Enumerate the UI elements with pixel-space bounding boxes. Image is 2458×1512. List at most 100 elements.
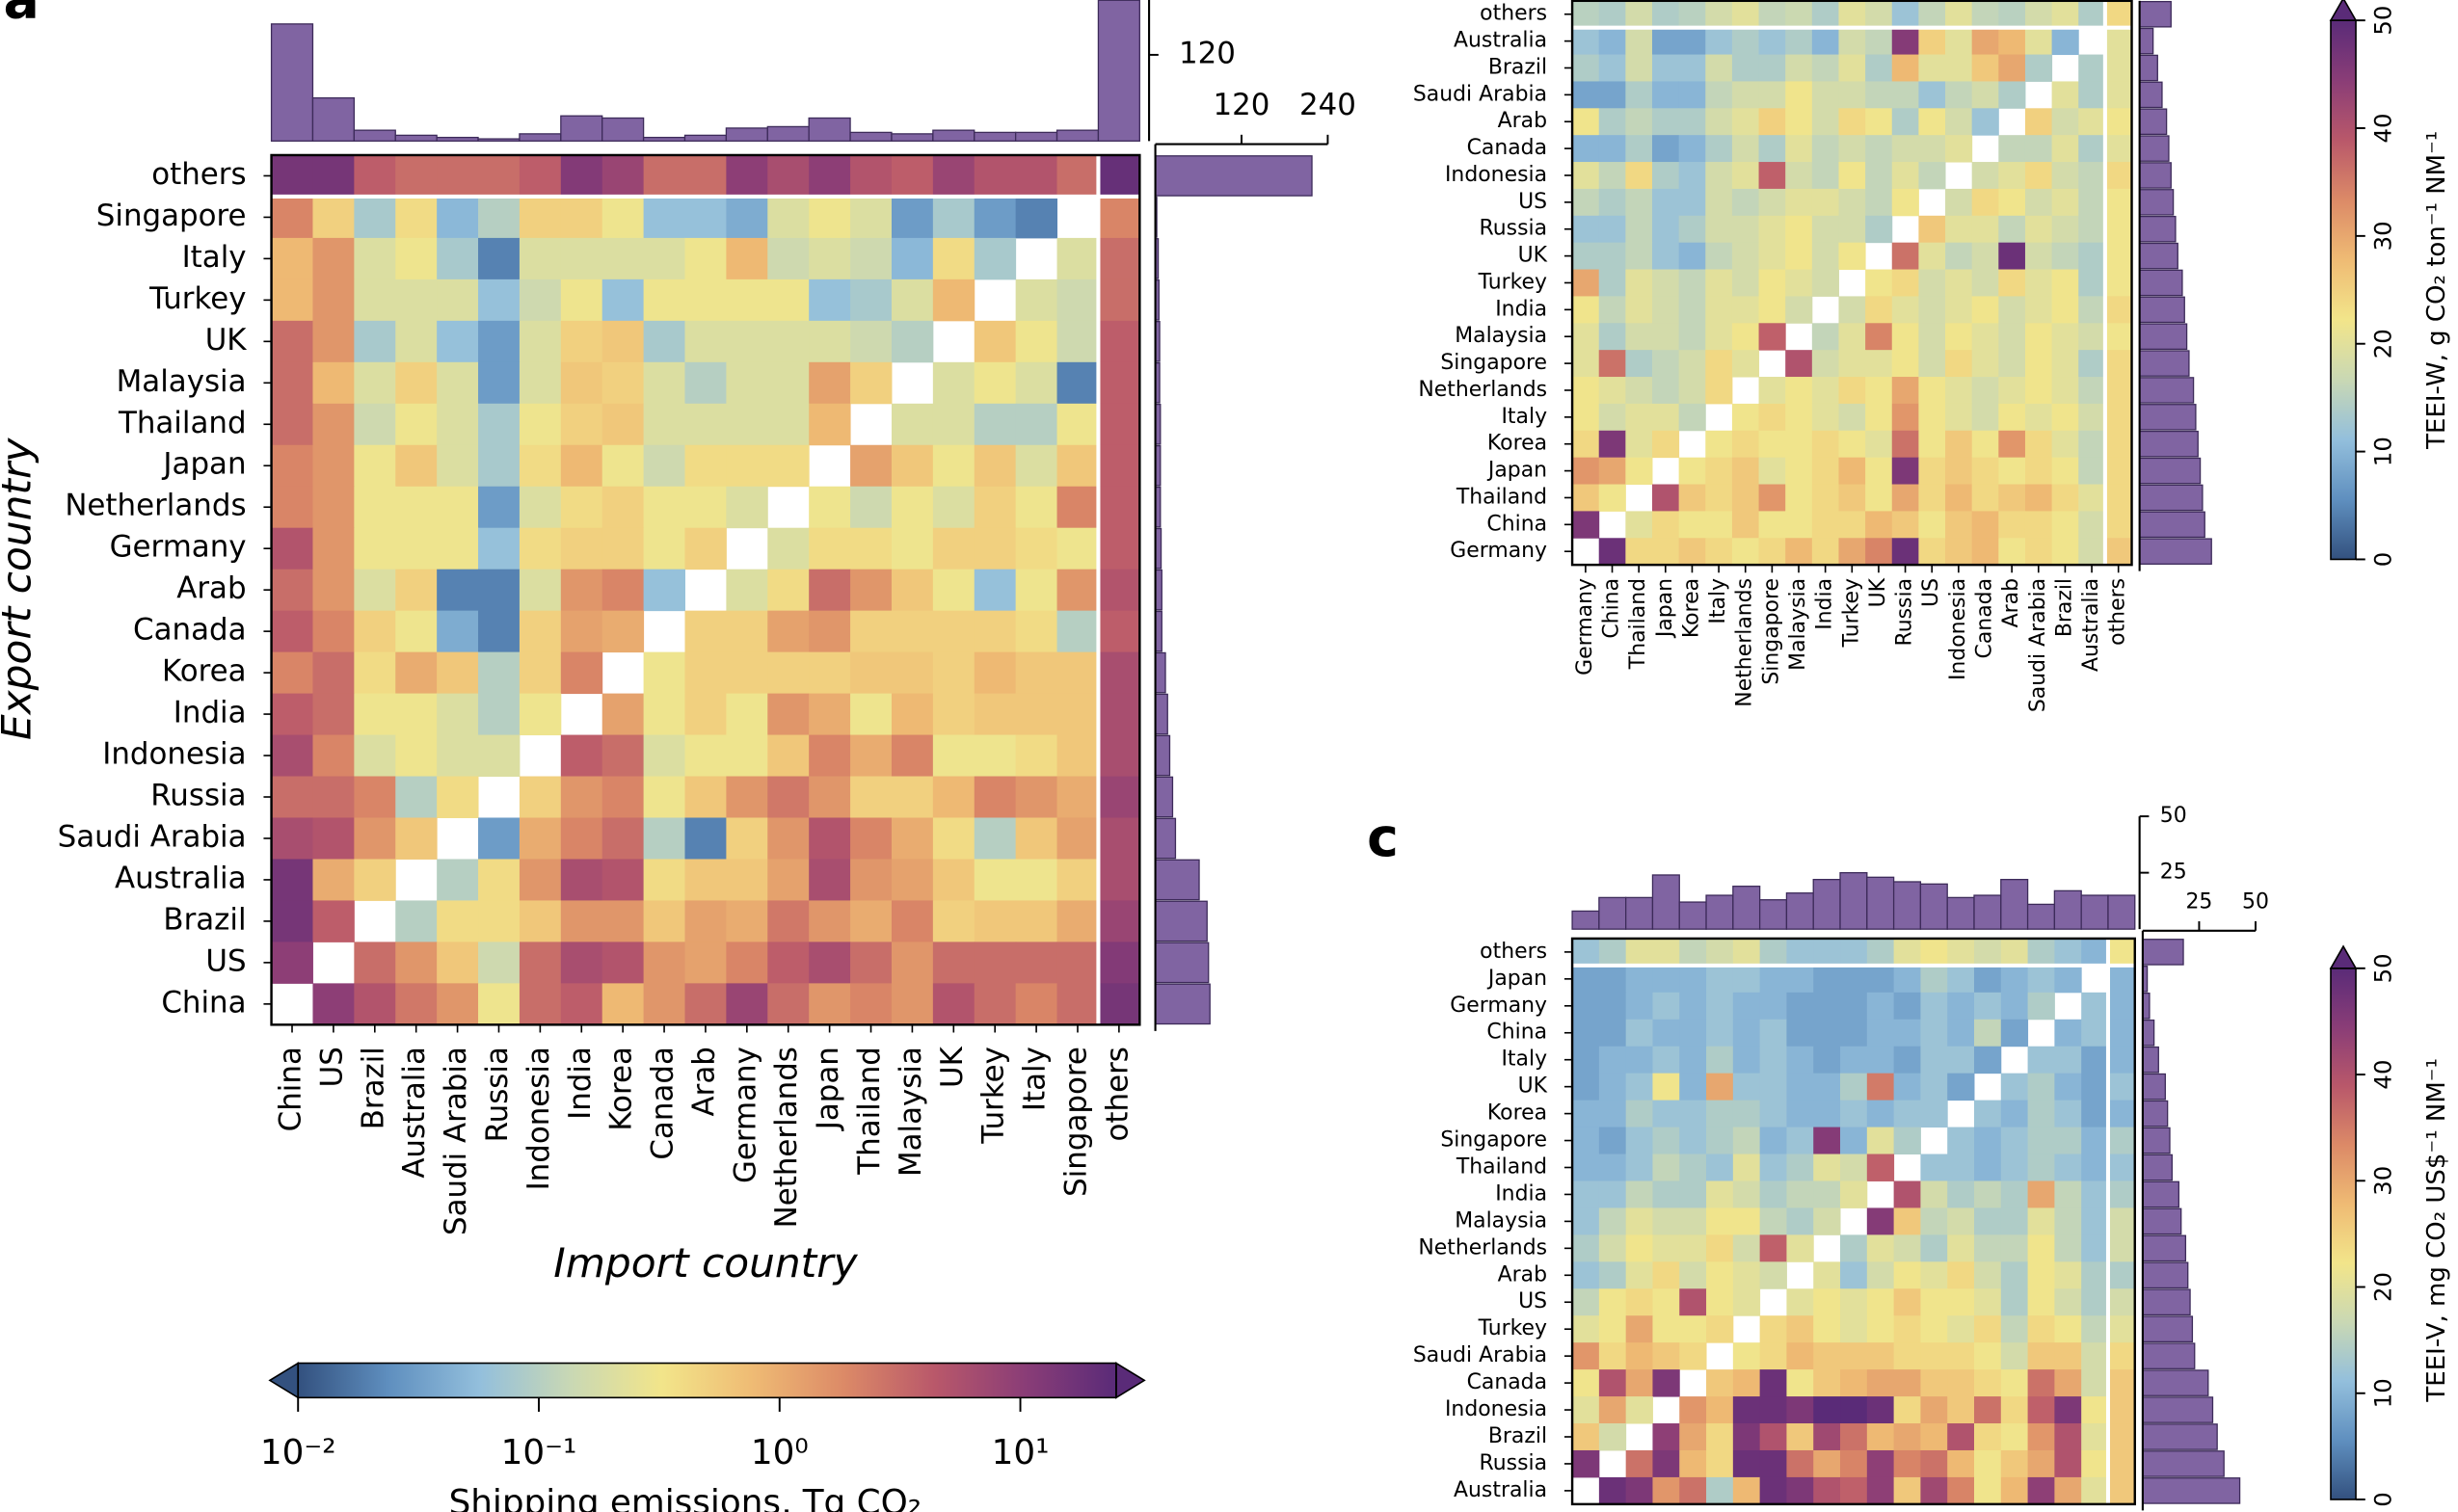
- heatmap-cell: [1840, 1261, 1868, 1289]
- heatmap-cell: [1945, 511, 1973, 539]
- heatmap-cell: [1786, 1423, 1814, 1451]
- heatmap-cell: [312, 279, 355, 322]
- heatmap-cell: [1813, 1073, 1841, 1101]
- heatmap-cell: [1786, 992, 1814, 1021]
- heatmap-cell: [1056, 693, 1099, 736]
- heatmap-cell: [437, 154, 479, 198]
- row-label: Saudi Arabia: [1413, 82, 1547, 106]
- heatmap-cell: [684, 527, 727, 570]
- row-total-bar: [2139, 108, 2168, 136]
- heatmap-cell: [1056, 154, 1099, 198]
- heatmap-cell: [1758, 430, 1786, 459]
- heatmap-cell: [1920, 1396, 1948, 1424]
- heatmap-cell: [1758, 296, 1786, 324]
- row-label: Malaysia: [1455, 1208, 1547, 1233]
- heatmap-cell: [395, 361, 438, 405]
- column-total-bar: [2107, 894, 2136, 930]
- heatmap-cell: [2027, 1476, 2055, 1505]
- column-label: Japan: [811, 1047, 845, 1131]
- heatmap-cell: [271, 237, 313, 280]
- heatmap-cell: [1840, 1100, 1868, 1128]
- heatmap-cell: [767, 900, 810, 942]
- heatmap-cell: [1572, 242, 1600, 271]
- heatmap-cell: [850, 154, 893, 198]
- heatmap-cell: [850, 693, 893, 736]
- heatmap-cell: [2081, 938, 2109, 967]
- heatmap-cell: [1679, 1180, 1707, 1208]
- heatmap-cell: [1652, 1369, 1680, 1397]
- heatmap-cell: [2051, 135, 2079, 163]
- heatmap-cell: [354, 734, 396, 778]
- row-total-bar: [2142, 1046, 2159, 1074]
- heatmap-cell: [1918, 430, 1946, 459]
- heatmap-cell: [1865, 162, 1893, 190]
- row-label: US: [1518, 190, 1547, 214]
- column-label: Saudi Arabia: [439, 1047, 473, 1235]
- heatmap-cell: [1679, 1476, 1707, 1505]
- heatmap-cell: [601, 900, 645, 942]
- heatmap-cell: [1098, 527, 1140, 570]
- heatmap-cell: [1865, 430, 1893, 459]
- heatmap-cell: [2107, 1046, 2136, 1074]
- heatmap-cell: [1598, 269, 1626, 297]
- colorbar-extend: [2329, 0, 2358, 21]
- heatmap-cell: [1678, 457, 1706, 486]
- row-total-bar: [2142, 1180, 2180, 1208]
- row-label: Netherlands: [1418, 1235, 1547, 1260]
- heatmap-cell: [1651, 54, 1680, 82]
- column-label: Turkey: [1839, 578, 1863, 648]
- heatmap-cell: [1865, 538, 1893, 566]
- heatmap-cell: [395, 444, 438, 488]
- heatmap-cell: [1838, 242, 1866, 271]
- heatmap-cell: [1652, 1261, 1680, 1289]
- row-label: Arab: [176, 571, 246, 606]
- heatmap-cell: [519, 320, 562, 363]
- heatmap-cell: [1998, 377, 2026, 405]
- heatmap-cell: [2104, 296, 2133, 324]
- heatmap-cell: [974, 693, 1017, 736]
- heatmap-cell: [1758, 403, 1786, 432]
- heatmap-cell: [1625, 457, 1653, 486]
- heatmap-cell: [1651, 188, 1680, 217]
- heatmap-cell: [1731, 269, 1760, 297]
- heatmap-cell: [2051, 188, 2079, 217]
- heatmap-cell: [354, 859, 396, 901]
- heatmap-cell: [1786, 1315, 1814, 1343]
- column-total-bar: [642, 136, 686, 142]
- heatmap-cell: [1056, 486, 1099, 529]
- heatmap-cell: [478, 900, 521, 942]
- row-total-bar: [1154, 983, 1211, 1025]
- heatmap-cell: [1947, 1423, 1975, 1451]
- row-total-bar: [1154, 942, 1210, 984]
- column-total-bar: [519, 133, 562, 142]
- heatmap-cell: [850, 361, 893, 405]
- column-total-bar: [2053, 889, 2082, 930]
- column-label: Italy: [1018, 1047, 1053, 1111]
- column-total-bar: [1598, 896, 1627, 930]
- heatmap-cell: [2081, 1476, 2109, 1505]
- heatmap-cell: [809, 279, 851, 322]
- row-label: China: [1486, 1021, 1547, 1045]
- heatmap-cell: [974, 154, 1017, 198]
- heatmap-cell: [1759, 1261, 1787, 1289]
- heatmap-cell: [2107, 1261, 2136, 1289]
- row-label: Saudi Arabia: [1413, 1343, 1547, 1367]
- heatmap-cell: [2027, 1315, 2055, 1343]
- row-label: Canada: [1467, 1370, 1547, 1394]
- heatmap-cell: [2081, 1342, 2109, 1370]
- column-label: Arab: [686, 1047, 721, 1116]
- heatmap-cell: [2081, 1073, 2109, 1101]
- heatmap-cell: [2024, 0, 2053, 29]
- heatmap-cell: [1598, 457, 1626, 486]
- heatmap-cell: [1865, 377, 1893, 405]
- row-total-bar: [2142, 1315, 2194, 1343]
- row-label: UK: [205, 323, 248, 358]
- column-label: Thailand: [1626, 578, 1650, 670]
- heatmap-cell: [1732, 1369, 1761, 1397]
- heatmap-cell: [1625, 81, 1653, 109]
- heatmap-cell: [1651, 0, 1680, 29]
- heatmap-cell: [1731, 403, 1760, 432]
- heatmap-cell: [1865, 457, 1893, 486]
- heatmap-cell: [1811, 323, 1839, 351]
- heatmap-cell: [1732, 1288, 1761, 1316]
